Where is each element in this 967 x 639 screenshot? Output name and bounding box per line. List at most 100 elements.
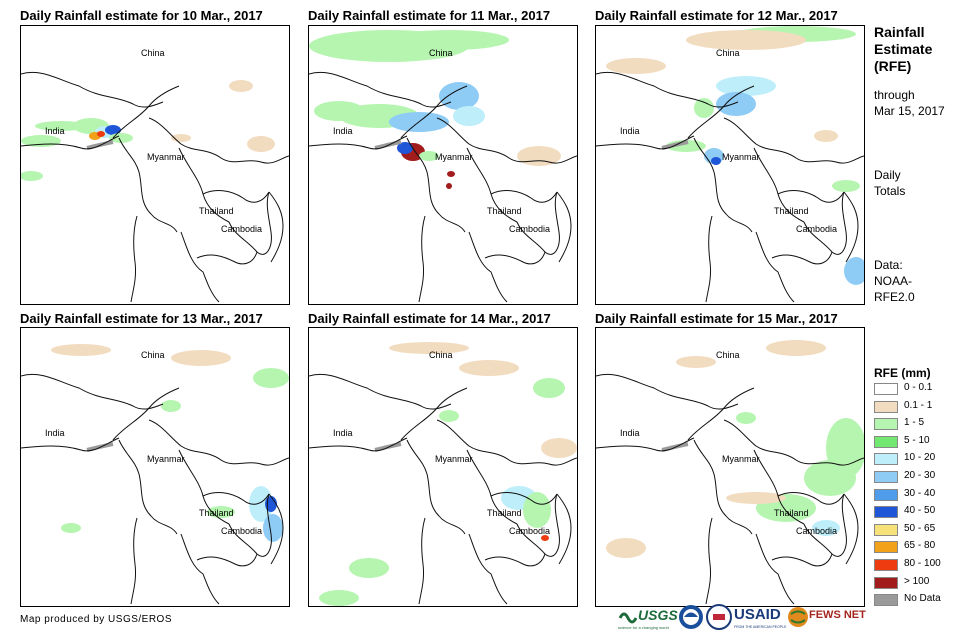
place-label-india: India bbox=[333, 428, 353, 438]
no-data-strip bbox=[374, 140, 402, 150]
country-border bbox=[596, 135, 695, 150]
country-border bbox=[687, 387, 755, 441]
country-border bbox=[484, 553, 546, 567]
side-totals-line: Totals bbox=[874, 184, 906, 198]
legend-label: 50 - 65 bbox=[904, 522, 936, 534]
no-data-strip bbox=[661, 442, 689, 452]
rainfall-area bbox=[844, 257, 864, 285]
rainfall-area bbox=[832, 180, 860, 192]
rainfall-area bbox=[447, 171, 455, 177]
country-border bbox=[202, 190, 270, 203]
legend-swatch bbox=[874, 383, 898, 395]
place-label-thailand: Thailand bbox=[199, 206, 234, 216]
country-border bbox=[309, 374, 452, 410]
rainfall-area bbox=[804, 460, 856, 496]
country-border bbox=[468, 533, 508, 605]
rainfall-area bbox=[51, 344, 111, 356]
country-border bbox=[130, 215, 138, 303]
country-border bbox=[130, 517, 138, 605]
rainfall-area bbox=[349, 558, 389, 578]
legend-swatch bbox=[874, 488, 898, 501]
rainfall-area bbox=[453, 106, 485, 126]
country-border bbox=[777, 190, 845, 203]
country-border bbox=[755, 231, 795, 303]
rainfall-area bbox=[726, 492, 786, 504]
country-border bbox=[406, 137, 466, 233]
legend-label: 80 - 100 bbox=[904, 558, 941, 569]
usaid-tagline: FROM THE AMERICAN PEOPLE bbox=[734, 625, 787, 629]
rainfall-area bbox=[229, 80, 253, 92]
country-border bbox=[21, 374, 164, 410]
place-label-myanmar: Myanmar bbox=[435, 454, 473, 464]
legend-swatch bbox=[874, 594, 898, 607]
country-border bbox=[309, 437, 408, 452]
rainfall-area bbox=[253, 368, 289, 388]
rainfall-area bbox=[97, 131, 105, 137]
country-border bbox=[196, 251, 258, 265]
side-through-line: through bbox=[874, 88, 915, 102]
rainfall-area bbox=[523, 492, 551, 528]
country-border bbox=[228, 191, 272, 255]
rainfall-area bbox=[389, 342, 469, 354]
place-label-india: India bbox=[620, 428, 640, 438]
legend-swatch bbox=[874, 523, 898, 536]
noaa-logo bbox=[678, 604, 704, 634]
legend-swatch bbox=[874, 418, 898, 431]
country-border bbox=[693, 137, 753, 233]
panel-title-1: Daily Rainfall estimate for 10 Mar., 201… bbox=[20, 8, 263, 23]
country-border bbox=[268, 493, 284, 565]
rainfall-area bbox=[459, 360, 519, 376]
rainfall-area bbox=[812, 520, 840, 536]
rainfall-area bbox=[711, 157, 721, 165]
place-label-cambodia: Cambodia bbox=[221, 224, 263, 234]
usgs-wordmark: USGS bbox=[638, 607, 678, 623]
place-label-myanmar: Myanmar bbox=[435, 152, 473, 162]
place-label-china: China bbox=[141, 350, 165, 360]
rainfall-area bbox=[446, 183, 452, 189]
country-border bbox=[112, 387, 180, 441]
country-border bbox=[406, 439, 466, 535]
fewsnet-logo: FEWS NET bbox=[787, 604, 866, 634]
rainfall-area bbox=[265, 496, 277, 512]
rainfall-area bbox=[419, 151, 439, 161]
legend-label: 20 - 30 bbox=[904, 470, 936, 481]
noaa-seal-icon bbox=[679, 605, 703, 629]
country-border bbox=[803, 191, 847, 255]
map-panel-5: China India Myanmar Thailand Cambodia bbox=[308, 327, 578, 607]
side-through-line: Mar 15, 2017 bbox=[874, 104, 945, 118]
legend-title: RFE (mm) bbox=[874, 366, 931, 380]
country-border bbox=[755, 533, 795, 605]
country-border bbox=[484, 251, 546, 265]
rainfall-area bbox=[249, 486, 273, 522]
place-label-cambodia: Cambodia bbox=[221, 526, 263, 536]
place-label-thailand: Thailand bbox=[487, 508, 522, 518]
panel-title-4: Daily Rainfall estimate for 13 Mar., 201… bbox=[20, 311, 263, 326]
map-panel-6: China India Myanmar Thailand Cambodia bbox=[595, 327, 865, 607]
rainfall-area bbox=[517, 146, 561, 166]
legend-swatch bbox=[874, 559, 898, 571]
legend-label: 30 - 40 bbox=[904, 487, 936, 499]
legend-label: 1 - 5 bbox=[904, 417, 925, 429]
place-label-thailand: Thailand bbox=[487, 206, 522, 216]
country-border bbox=[490, 492, 558, 505]
legend-label: 0.1 - 1 bbox=[904, 399, 933, 411]
rainfall-area bbox=[247, 136, 275, 152]
place-label-india: India bbox=[45, 126, 65, 136]
legend-swatch bbox=[874, 576, 898, 589]
country-border bbox=[112, 85, 180, 139]
usaid-wordmark: USAID bbox=[734, 606, 781, 623]
country-border bbox=[556, 191, 572, 263]
rainfall-area bbox=[21, 171, 43, 181]
legend-label: > 100 bbox=[904, 575, 930, 587]
country-border bbox=[705, 517, 713, 605]
legend-label: 0 - 0.1 bbox=[904, 382, 933, 393]
side-data-source: Data: NOAA- RFE2.0 bbox=[874, 257, 915, 305]
rainfall-area bbox=[533, 378, 565, 398]
country-border bbox=[777, 492, 845, 505]
country-border bbox=[309, 135, 408, 150]
place-label-myanmar: Myanmar bbox=[722, 454, 760, 464]
side-data-line: NOAA- bbox=[874, 274, 913, 288]
place-label-cambodia: Cambodia bbox=[509, 224, 551, 234]
map-graphic bbox=[21, 344, 289, 605]
place-label-india: India bbox=[45, 428, 65, 438]
